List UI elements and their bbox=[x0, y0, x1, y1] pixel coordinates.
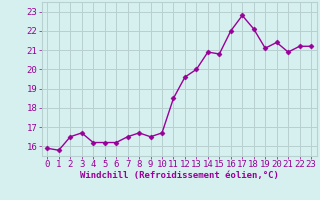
X-axis label: Windchill (Refroidissement éolien,°C): Windchill (Refroidissement éolien,°C) bbox=[80, 171, 279, 180]
